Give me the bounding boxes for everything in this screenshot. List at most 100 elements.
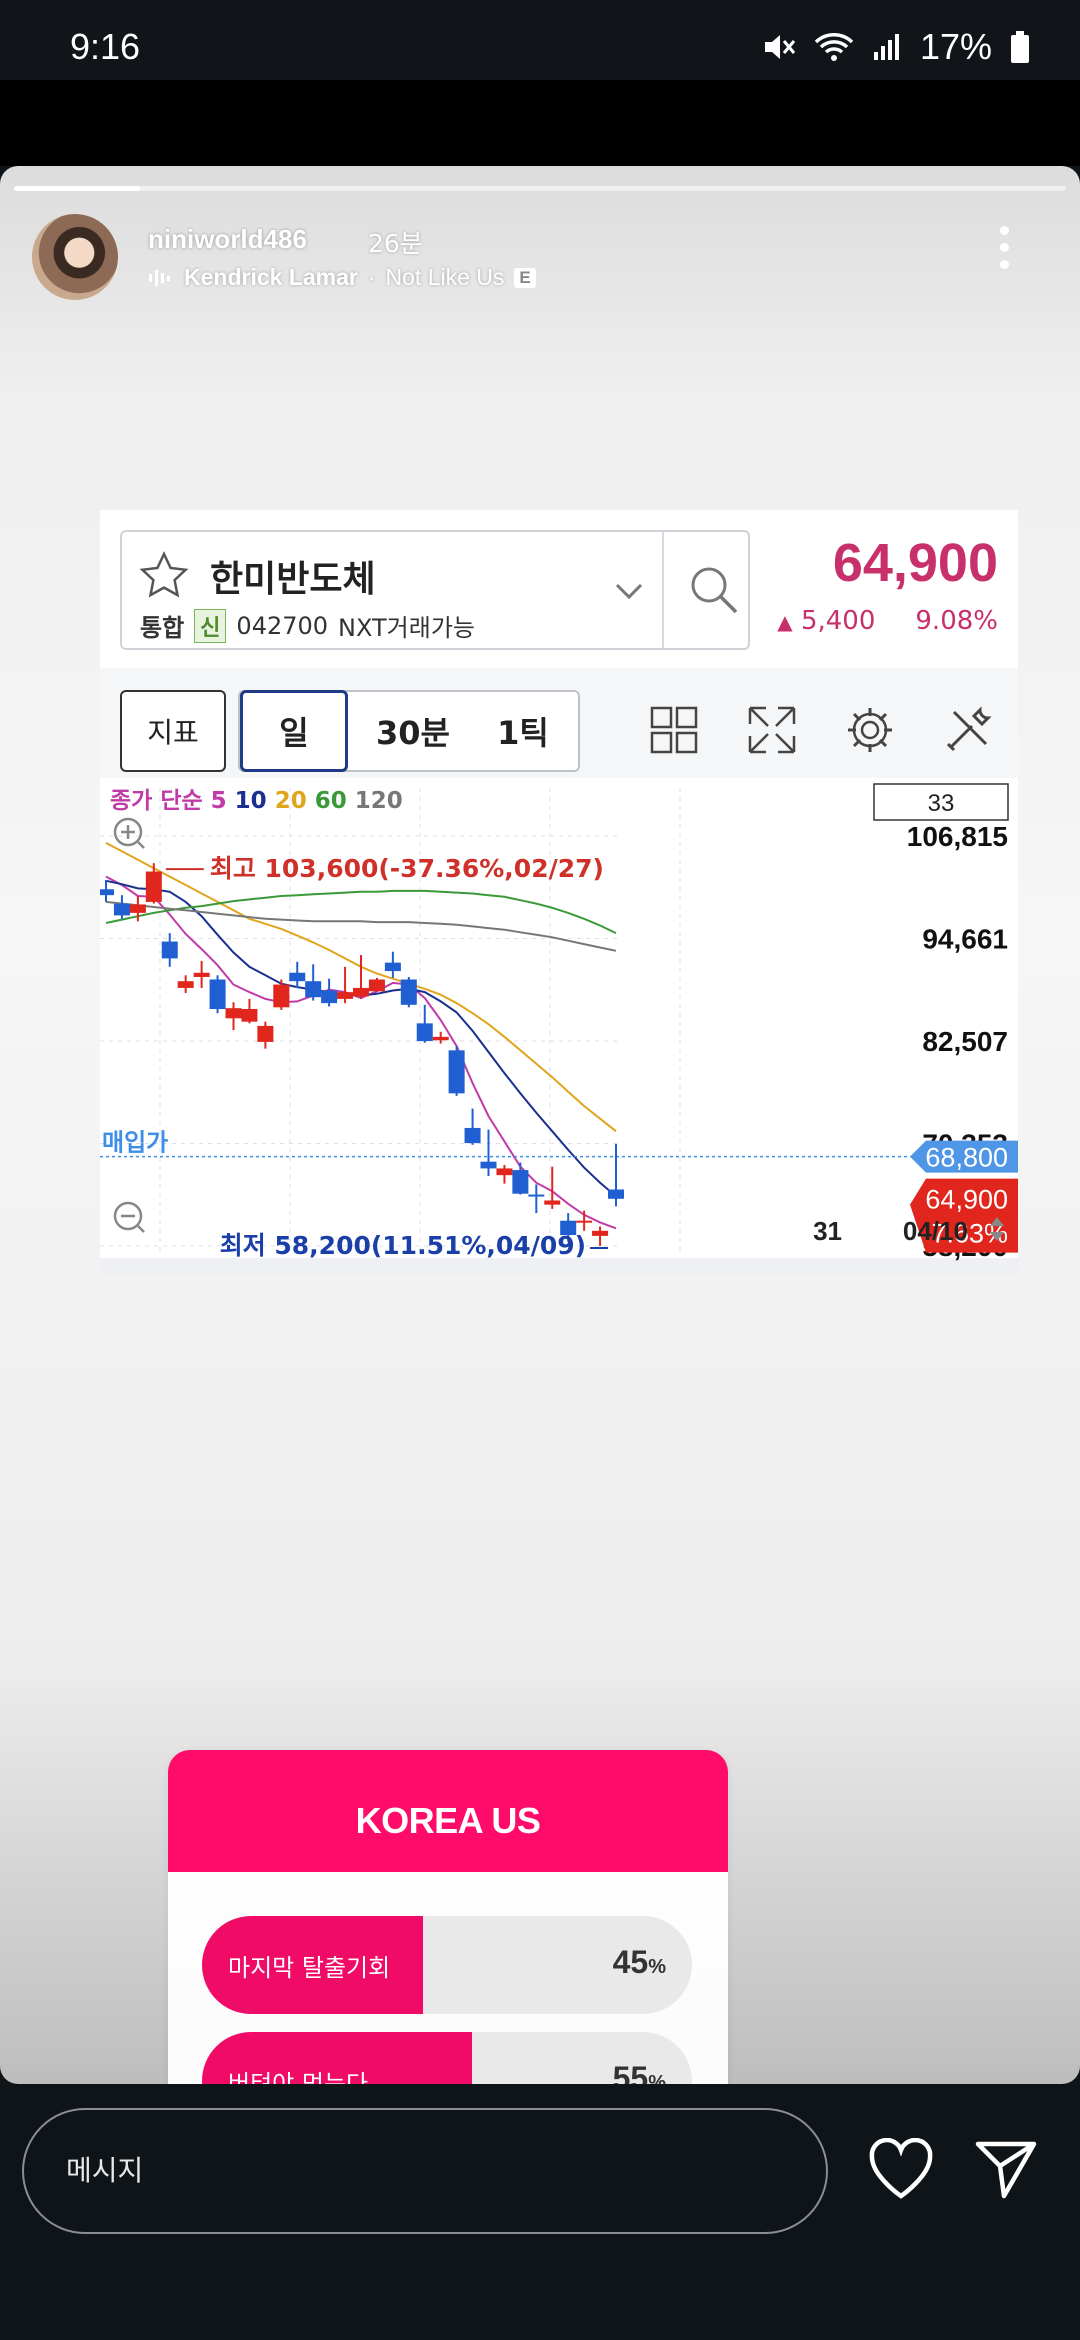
tools-icon[interactable] <box>942 704 994 756</box>
legend-item-5: 120 <box>347 788 403 814</box>
candle-body-12 <box>289 972 306 982</box>
candle-body-19 <box>400 979 417 1005</box>
zoom-in-icon-glyph <box>121 825 145 849</box>
candle-body-24 <box>480 1161 497 1169</box>
candle-body-27 <box>528 1194 545 1197</box>
time-ago: 26분 <box>368 229 423 258</box>
music-artist: Kendrick Lamar <box>184 264 358 290</box>
legend-item-2: 10 <box>227 788 267 814</box>
music-separator: · <box>367 264 376 290</box>
story-header: niniworld486 26분 Kendrick Lamar · Not Li… <box>32 214 1048 304</box>
current-price-tag <box>910 1178 1018 1253</box>
reply-bar: 메시지 <box>0 2084 1080 2340</box>
candle-body-2 <box>129 904 146 913</box>
candle-body-1 <box>113 903 130 916</box>
poll-option-2-label: 버텨야 먹는다 <box>228 2070 369 2084</box>
candlestick-chart[interactable]: 종가 단순 5 10 20 60 120 33 106,815 94,661 82,50… <box>100 778 1018 1274</box>
music-info[interactable]: Kendrick Lamar · Not Like Us E <box>148 264 536 291</box>
candle-body-28 <box>544 1200 561 1205</box>
credit-badge: 신 <box>194 608 227 643</box>
trading-screenshot: 한미반도체 통합 신 042700 NXT거래가능 64,900 ▲ 5,400… <box>100 510 1018 1274</box>
poll-option-2[interactable]: 버텨야 먹는다 55% <box>202 2032 692 2084</box>
story-frame[interactable]: niniworld486 26분 Kendrick Lamar · Not Li… <box>0 166 1080 2084</box>
zoom-out-icon-glyph <box>121 1214 145 1233</box>
y-tick-label-1: 94,661 <box>922 924 1008 955</box>
legend-item-1: 5 <box>203 788 227 814</box>
x-tick-label-1: 04/10 <box>903 1216 968 1246</box>
candle-body-6 <box>193 972 210 977</box>
stock-code: 042700 <box>236 611 329 640</box>
candle-body-10 <box>257 1025 274 1042</box>
indicator-button[interactable]: 지표 <box>120 690 226 772</box>
avg-price-tag-value: 68,800 <box>925 1143 1008 1173</box>
gear-icon[interactable] <box>844 704 896 756</box>
candle-body-0 <box>100 889 114 896</box>
candle-body-21 <box>432 1036 449 1041</box>
clock: 9:16 <box>70 26 141 67</box>
poll-option-1[interactable]: 마지막 탈출기회 45% <box>202 1916 692 2014</box>
chevron-down-icon[interactable] <box>614 582 644 600</box>
poll-option-1-percent: 45% <box>612 1944 666 1980</box>
more-options-icon[interactable] <box>998 226 1010 276</box>
legend-item-0: 종가 단순 <box>110 788 203 814</box>
stock-name: 한미반도체 <box>210 559 376 600</box>
toolbar-icons <box>648 704 994 756</box>
legend-item-4: 60 <box>307 788 347 814</box>
candle-body-8 <box>225 1008 242 1019</box>
zoom-out-icon <box>113 1201 143 1231</box>
candle-body-15 <box>337 992 354 999</box>
music-title: Not Like Us <box>385 264 505 290</box>
heart-icon[interactable] <box>868 2138 934 2200</box>
message-input[interactable]: 메시지 <box>22 2108 828 2234</box>
username[interactable]: niniworld486 <box>148 224 307 254</box>
price-chart[interactable]: 종가 단순 5 10 20 60 120 33 106,815 94,661 82,50… <box>100 778 1018 1274</box>
change-amount: 5,400 <box>800 606 876 636</box>
candle-body-4 <box>161 941 178 959</box>
candle-body-11 <box>273 984 290 1008</box>
candle-body-3 <box>145 871 162 902</box>
low-label: 최저 58,200(11.51%,04/09) <box>220 1231 586 1260</box>
ma-line-ma60 <box>105 889 617 935</box>
poll-option-2-bar <box>202 2032 472 2084</box>
star-icon[interactable] <box>138 550 190 602</box>
poll-sticker[interactable]: KOREA US 마지막 탈출기회 45% 버텨야 먹는다 55% <box>168 1750 728 2084</box>
y-tick-label-0: 106,815 <box>907 821 1008 852</box>
battery-percent: 17% <box>919 26 992 67</box>
grid-layout-icon[interactable] <box>648 704 700 756</box>
period-30min-button[interactable]: 30분 <box>376 714 450 752</box>
candle-body-18 <box>384 962 401 972</box>
candle-body-17 <box>368 979 385 992</box>
scroll-arrows-icon <box>990 1217 1004 1241</box>
stock-selector[interactable]: 한미반도체 통합 신 042700 NXT거래가능 <box>120 530 750 650</box>
change-percent: 9.08% <box>915 606 998 636</box>
count-box-value: 33 <box>928 790 955 817</box>
search-icon[interactable] <box>686 562 742 618</box>
chart-background <box>100 778 1018 1274</box>
y-tick-label-2: 82,507 <box>922 1026 1008 1057</box>
avatar[interactable] <box>32 214 118 300</box>
nxt-label: NXT거래가능 <box>338 614 475 642</box>
top-spacer <box>0 80 1080 166</box>
x-axis-band <box>100 1258 1018 1274</box>
explicit-badge: E <box>514 267 536 288</box>
mute-icon <box>764 35 796 59</box>
wifi-icon <box>814 33 854 61</box>
period-daily-button[interactable]: 일 <box>240 690 348 772</box>
story-progress <box>14 186 1066 191</box>
battery-icon <box>1011 31 1029 63</box>
candle-body-25 <box>496 1168 513 1176</box>
candle-body-13 <box>305 981 322 998</box>
market-label: 통합 <box>140 614 185 642</box>
chart-toolbar: 지표 일 30분 1틱 <box>100 668 1018 778</box>
candle-body-29 <box>560 1220 577 1236</box>
poll-title: KOREA US <box>168 1750 728 1872</box>
period-1tick-button[interactable]: 1틱 <box>497 714 549 752</box>
candle-body-20 <box>416 1023 433 1042</box>
send-icon[interactable] <box>974 2140 1038 2200</box>
legend-item-3: 20 <box>267 788 307 814</box>
x-tick-label-0: 31 <box>813 1216 842 1246</box>
candle-body-5 <box>177 981 194 988</box>
candle-body-23 <box>464 1127 481 1144</box>
status-bar: 9:16 17% <box>0 0 1080 80</box>
expand-icon[interactable] <box>746 704 798 756</box>
